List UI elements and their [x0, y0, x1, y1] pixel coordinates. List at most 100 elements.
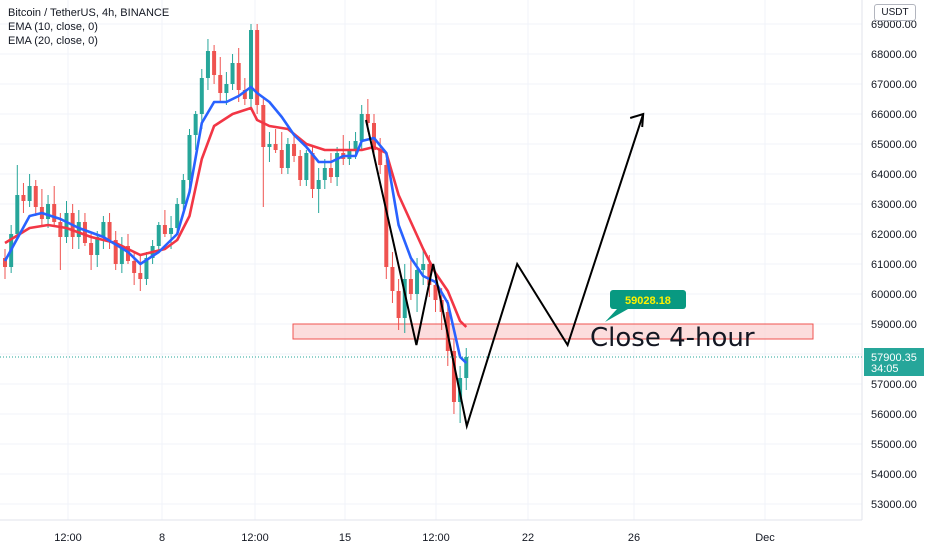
candle-body [27, 186, 32, 201]
price-badge-label: 59028.18 [625, 295, 671, 307]
candle-body [82, 222, 87, 243]
time-tick-label: 26 [628, 532, 640, 544]
price-tick-label: 59000.00 [871, 319, 917, 331]
candle-body [169, 228, 174, 234]
candle-body [285, 144, 290, 168]
badge-pointer [605, 309, 628, 322]
candle-body [347, 150, 352, 159]
candle-body [33, 186, 38, 207]
annotation-text: Close 4-hour [590, 323, 755, 353]
candle-body [427, 264, 432, 285]
candle-body [224, 84, 229, 93]
candle-body [298, 156, 303, 180]
projection-path [365, 113, 645, 430]
candle-body [107, 222, 112, 240]
candle-body [46, 204, 51, 219]
candle-body [451, 351, 456, 402]
candle-body [372, 123, 376, 150]
candle-body [95, 237, 100, 255]
candle-body [58, 222, 63, 237]
price-tick-label: 56000.00 [871, 409, 917, 421]
candle-body [408, 279, 413, 294]
candle-body [415, 270, 420, 294]
candle-body [255, 30, 260, 105]
last-price-value: 57900.35 [871, 352, 917, 364]
candle-body [322, 168, 327, 180]
time-tick-label: 8 [159, 532, 165, 544]
candle-body [199, 78, 204, 114]
time-tick-label: 12:00 [241, 532, 269, 544]
candle-body [236, 63, 241, 90]
time-tick-label: 12:00 [422, 532, 450, 544]
price-tick-label: 61000.00 [871, 259, 917, 271]
candle-body [212, 51, 217, 75]
candle-body [433, 285, 438, 300]
time-tick-label: 12:00 [54, 532, 82, 544]
price-tick-label: 54000.00 [871, 469, 917, 481]
time-tick-label: Dec [755, 532, 775, 544]
candle-body [64, 213, 69, 237]
price-tick-label: 57000.00 [871, 379, 917, 391]
price-tick-label: 63000.00 [871, 199, 917, 211]
candle-body [335, 153, 340, 177]
drawings: Close 4-hour 59028.18 [0, 112, 862, 430]
candle-body [304, 153, 309, 180]
candle-body [279, 150, 284, 168]
candle-body [218, 75, 223, 93]
support-zone [292, 323, 814, 340]
candle-body [187, 135, 192, 180]
ema10-legend[interactable]: EMA (10, close, 0) [8, 21, 98, 33]
candle-body [138, 273, 143, 279]
candle-body [242, 90, 247, 99]
price-tick-label: 65000.00 [871, 139, 917, 151]
candle-body [464, 357, 469, 378]
candle-body [205, 51, 210, 78]
candle-body [21, 195, 26, 201]
grid [0, 0, 863, 521]
candle-body [144, 258, 149, 279]
last-price-label [864, 348, 924, 376]
currency-button[interactable]: USDT [874, 4, 916, 21]
candle-body [310, 153, 315, 189]
candle-body [402, 279, 407, 318]
price-tick-label: 64000.00 [871, 169, 917, 181]
ema20-legend[interactable]: EMA (20, close, 0) [8, 35, 98, 47]
price-badge [610, 290, 686, 309]
price-tick-label: 66000.00 [871, 109, 917, 121]
candle-body [119, 246, 124, 264]
price-tick-label: 55000.00 [871, 439, 917, 451]
time-tick-label: 22 [522, 532, 534, 544]
candle-body [365, 114, 370, 123]
candle-body [156, 225, 161, 246]
candle-body [396, 291, 401, 318]
candle-body [181, 180, 186, 204]
price-tick-label: 62000.00 [871, 229, 917, 241]
candle-body [101, 222, 106, 237]
candle-body [384, 165, 389, 267]
candle-body [267, 144, 272, 147]
candle-body [162, 225, 167, 234]
countdown-value: 34:05 [871, 363, 899, 375]
arrow-head-icon [629, 112, 645, 128]
symbol-title[interactable]: Bitcoin / TetherUS, 4h, BINANCE [8, 7, 170, 19]
price-tick-label: 68000.00 [871, 49, 917, 61]
candle-body [261, 105, 266, 147]
candle-body [3, 258, 7, 267]
legend: Bitcoin / TetherUS, 4h, BINANCE EMA (10,… [8, 6, 169, 48]
candle-body [113, 240, 118, 264]
candle-body [15, 195, 20, 234]
ema-lines [3, 85, 468, 364]
time-axis[interactable]: 12:00 8 12:00 15 12:00 22 26 Dec [54, 532, 775, 544]
price-tick-label: 67000.00 [871, 79, 917, 91]
candle-body [175, 204, 180, 228]
price-axis[interactable]: 53000.00 54000.00 55000.00 56000.00 57000.00… [864, 19, 924, 511]
candle-body [421, 264, 426, 270]
price-tick-label: 60000.00 [871, 289, 917, 301]
candle-body [378, 150, 383, 165]
candle-body [328, 168, 333, 177]
candle-body [359, 114, 364, 141]
candle-body [132, 261, 137, 273]
candle-body [249, 30, 253, 99]
candle-body [76, 222, 81, 237]
